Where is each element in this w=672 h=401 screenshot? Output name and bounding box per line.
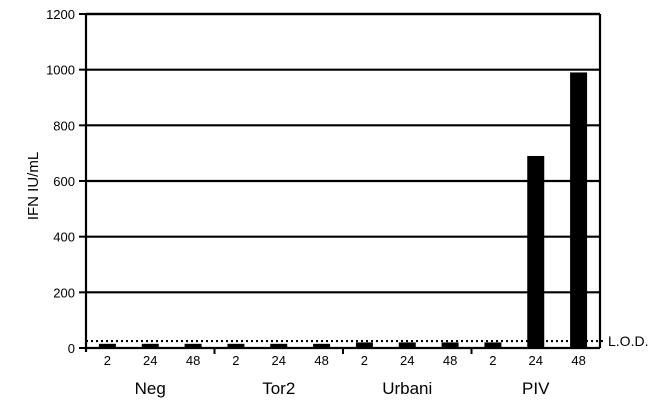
y-tick-label: 1000 [46,63,75,78]
bar [141,343,159,348]
group-label: Neg [135,379,166,398]
y-tick-label: 200 [53,285,75,300]
y-tick-label: 800 [53,118,75,133]
x-tick-label: 48 [571,353,585,368]
x-tick-label: 24 [272,353,286,368]
bar [355,342,373,348]
x-tick-label: 2 [232,353,239,368]
bar [484,342,502,348]
y-tick-label: 0 [68,341,75,356]
bar [227,343,245,348]
group-label: Urbani [382,379,432,398]
bar [570,72,588,348]
y-tick-label: 600 [53,174,75,189]
bar [398,342,416,348]
x-tick-label: 24 [143,353,157,368]
axes [79,12,604,354]
bar [270,343,288,348]
bars [98,72,588,348]
y-axis-label: IFN IU/mL [25,152,42,220]
x-tick-label: 24 [400,353,414,368]
gridlines [86,12,600,294]
x-tick-label: 48 [314,353,328,368]
x-tick-label: 24 [529,353,543,368]
y-tick-label: 1200 [46,7,75,22]
bar [527,155,545,348]
bar [184,343,202,348]
x-tick-label: 48 [186,353,200,368]
x-tick-label: 2 [489,353,496,368]
x-tick-label: 48 [443,353,457,368]
x-tick-label: 2 [361,353,368,368]
group-label: PIV [522,379,550,398]
bar [441,342,459,348]
y-tick-label: 400 [53,230,75,245]
bar [98,343,116,348]
group-label: Tor2 [262,379,295,398]
x-tick-label: 2 [104,353,111,368]
bar [313,343,331,348]
lod-label: L.O.D. [608,333,648,349]
